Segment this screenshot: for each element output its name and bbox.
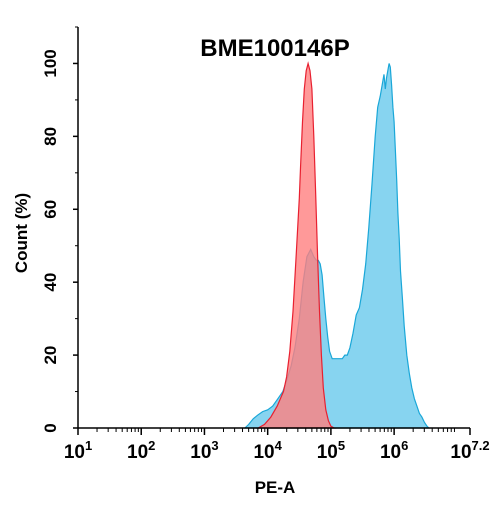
y-tick-label-0: 0 (41, 423, 60, 432)
x-tick-label-4: 104 (253, 438, 282, 463)
y-tick-label-100: 100 (41, 49, 60, 77)
x-axis-label: PE-A (255, 478, 296, 497)
plot-area: 0 20 40 60 80 100 101 102 103 104 105 106 107.2 (41, 27, 490, 463)
x-tick-label-3: 103 (190, 438, 218, 463)
y-tick-label-80: 80 (41, 127, 60, 146)
y-tick-label-20: 20 (41, 346, 60, 365)
x-tick-label-1: 101 (64, 438, 92, 463)
x-tick-label-7.2: 107.2 (450, 438, 489, 463)
y-axis-label: Count (%) (12, 193, 31, 273)
chart-title: BME100146P (200, 35, 349, 62)
series-2-area (258, 64, 334, 429)
series-1-area (245, 64, 429, 429)
y-tick-label-40: 40 (41, 273, 60, 292)
x-tick-label-2: 102 (127, 438, 155, 463)
y-tick-label-60: 60 (41, 200, 60, 219)
x-tick-label-6: 106 (380, 438, 408, 463)
x-tick-label-5: 105 (317, 438, 345, 463)
